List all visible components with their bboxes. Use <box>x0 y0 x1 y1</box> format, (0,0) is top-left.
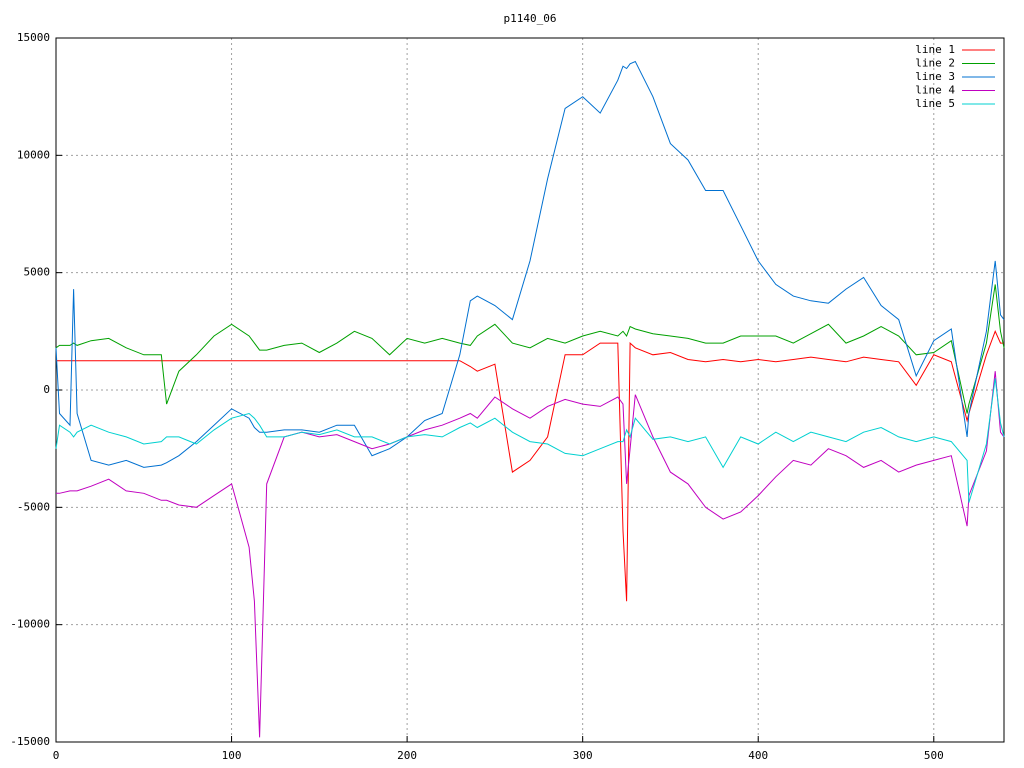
legend-label: line 5 <box>915 97 955 110</box>
legend-label: line 2 <box>915 57 955 70</box>
y-tick-label: 15000 <box>17 31 50 44</box>
y-tick-label: -10000 <box>10 618 50 631</box>
x-tick-label: 100 <box>222 749 242 762</box>
series-line <box>56 329 1004 602</box>
x-tick-label: 200 <box>397 749 417 762</box>
x-tick-label: 300 <box>573 749 593 762</box>
legend-label: line 4 <box>915 84 955 97</box>
series-line <box>55 60 1005 468</box>
x-tick-label: 500 <box>924 749 944 762</box>
y-tick-label: -15000 <box>10 735 50 748</box>
series-line <box>55 378 1005 503</box>
x-tick-label: 0 <box>53 749 60 762</box>
y-tick-label: 0 <box>43 383 50 396</box>
legend-label: line 3 <box>915 70 955 83</box>
legend-label: line 1 <box>915 43 955 56</box>
y-tick-label: 10000 <box>17 148 50 161</box>
plot-frame <box>55 37 1005 743</box>
series-line <box>55 284 1005 414</box>
y-tick-label: 5000 <box>24 266 51 279</box>
x-tick-label: 400 <box>748 749 768 762</box>
chart-title: p1140_06 <box>504 12 557 25</box>
y-tick-label: -5000 <box>17 500 50 513</box>
series-line <box>56 371 1005 738</box>
